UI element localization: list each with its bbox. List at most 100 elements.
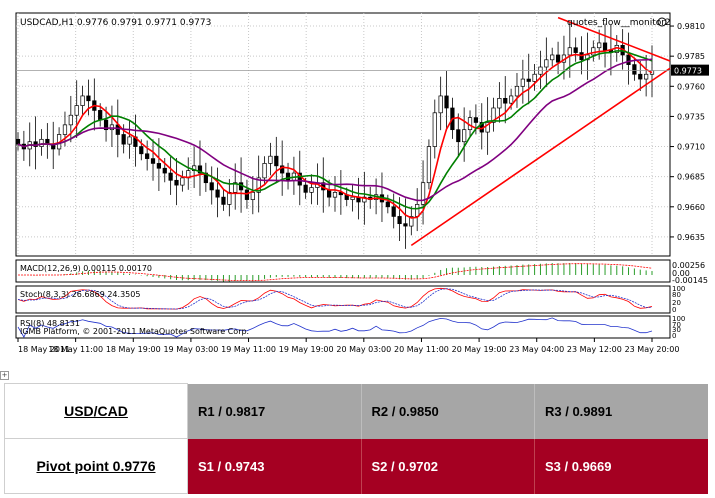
trendline [557,16,671,62]
candle-body [397,216,402,225]
candle-body [497,97,502,109]
candle-body [150,158,156,164]
current-price-box [671,64,709,76]
candle-body [156,163,161,169]
candle-body [473,117,478,123]
x-tick-label: 19 May 03:00 [163,345,218,354]
candle-body [209,182,214,191]
candle-body [233,182,238,193]
copyright: IGMB Platform, © 2001-2011 MetaQuotes So… [20,327,249,336]
stoch-scale-0: 0 [672,306,676,314]
y-tick-label: 0.9660 [677,203,705,212]
rsi-scale-30: 30 [672,326,681,334]
candle-body [103,119,109,131]
rsi-line [17,317,653,338]
candle-body [462,129,467,143]
table-move-handle-icon[interactable]: + [0,371,9,380]
moving-average-line [17,50,653,210]
x-tick-label: 23 May 20:00 [625,345,680,354]
pivot-table: USD/CAD R1 / 0.9817 R2 / 0.9850 R3 / 0.9… [4,383,708,494]
candle-body [192,165,197,172]
macd-panel-frame [15,259,671,283]
candle-body [415,204,420,217]
macd-label: MACD(12,26,9) 0.00115 0.00170 [20,264,152,273]
candle-body [409,216,414,227]
rsi-scale-70: 70 [672,321,681,329]
rsi-scale-0: 0 [672,332,676,340]
r3-cell: R3 / 0.9891 [534,383,708,439]
candle-body [509,95,514,104]
candle-body [644,73,649,80]
y-tick-label: 0.9735 [677,112,705,121]
candle-body [520,78,525,87]
r1-cell: R1 / 0.9817 [187,383,361,439]
candle-body [74,105,79,116]
candle-body [432,112,437,147]
candle-body [145,153,150,159]
r2-cell: R2 / 0.9850 [360,383,535,439]
y-tick-label: 0.9760 [677,82,705,91]
candle-body [362,196,367,203]
candle-body [121,134,126,145]
current-price-label: 0.9773 [674,67,702,76]
x-tick-label: 18 May 2011 [18,345,70,354]
candle-body [626,54,631,65]
s2-cell: S2 / 0.9702 [360,438,535,494]
candle-body [350,196,355,200]
candle-body [632,64,637,75]
candle-body [221,196,226,205]
chart-title: USDCAD,H1 0.9776 0.9791 0.9771 0.9773 [20,18,211,28]
candle-body [332,191,338,198]
candle-body [15,138,21,145]
candle-body [597,42,602,49]
stoch-scale-80: 80 [672,291,681,299]
macd-scale-bottom: -0.00145 [672,276,708,285]
chart-svg: 0.9810 0.9785 0.9760 0.9735 0.9710 0.9685 0.96… [15,12,709,354]
support-row: Pivot point 0.9776 S1 / 0.9743 S2 / 0.97… [4,438,708,494]
y-tick-label: 0.9810 [677,22,705,31]
candle-body [174,179,179,186]
candle-body [250,191,255,200]
stoch-main-line [17,287,653,310]
x-tick-label: 18 May 11:00 [48,345,103,354]
candle-body [127,136,132,145]
candle-body [567,47,572,56]
trendline [410,67,671,247]
candle-body [503,97,508,104]
stoch-scale-100: 100 [672,285,685,293]
candle-body [591,47,596,56]
candle-body [550,54,555,61]
macd-scale-top: 0.00256 [672,261,705,270]
candle-body [555,54,561,63]
s1-cell: S1 / 0.9743 [187,438,361,494]
candle-body [168,172,173,181]
indicator-settings-icon[interactable] [657,17,667,27]
candle-body [68,114,73,126]
candle-body [426,146,432,184]
candle-body [262,163,267,179]
x-tick-label: 23 May 12:00 [567,345,622,354]
resistance-row: USD/CAD R1 / 0.9817 R2 / 0.9850 R3 / 0.9… [4,383,708,439]
candle-body [297,172,302,186]
y-tick-label: 0.9685 [677,173,705,182]
rsi-label: RSI(8) 48.8131 [20,319,80,328]
pair-label: USD/CAD [4,383,188,439]
macd-signal-line [18,263,653,282]
candle-body [86,95,91,102]
y-tick-label: 0.9635 [677,233,705,242]
indicator-label: quotes_flow__monitor2 [567,18,671,28]
stoch-label: Stoch(8,3,3) 26.6869 24.3505 [20,290,140,299]
x-tick-label: 20 May 11:00 [394,345,449,354]
candle-body [98,110,103,121]
stoch-signal-line [17,288,652,310]
rsi-panel-frame [15,315,671,339]
x-tick-label: 20 May 03:00 [336,345,391,354]
candle-body [303,184,308,193]
x-tick-label: 19 May 11:00 [221,345,276,354]
candle-body [280,165,285,174]
candle-body [444,95,449,109]
candle-body [39,138,44,147]
candle-body [532,73,537,82]
candle-body [256,177,261,193]
candle-body [274,155,279,167]
